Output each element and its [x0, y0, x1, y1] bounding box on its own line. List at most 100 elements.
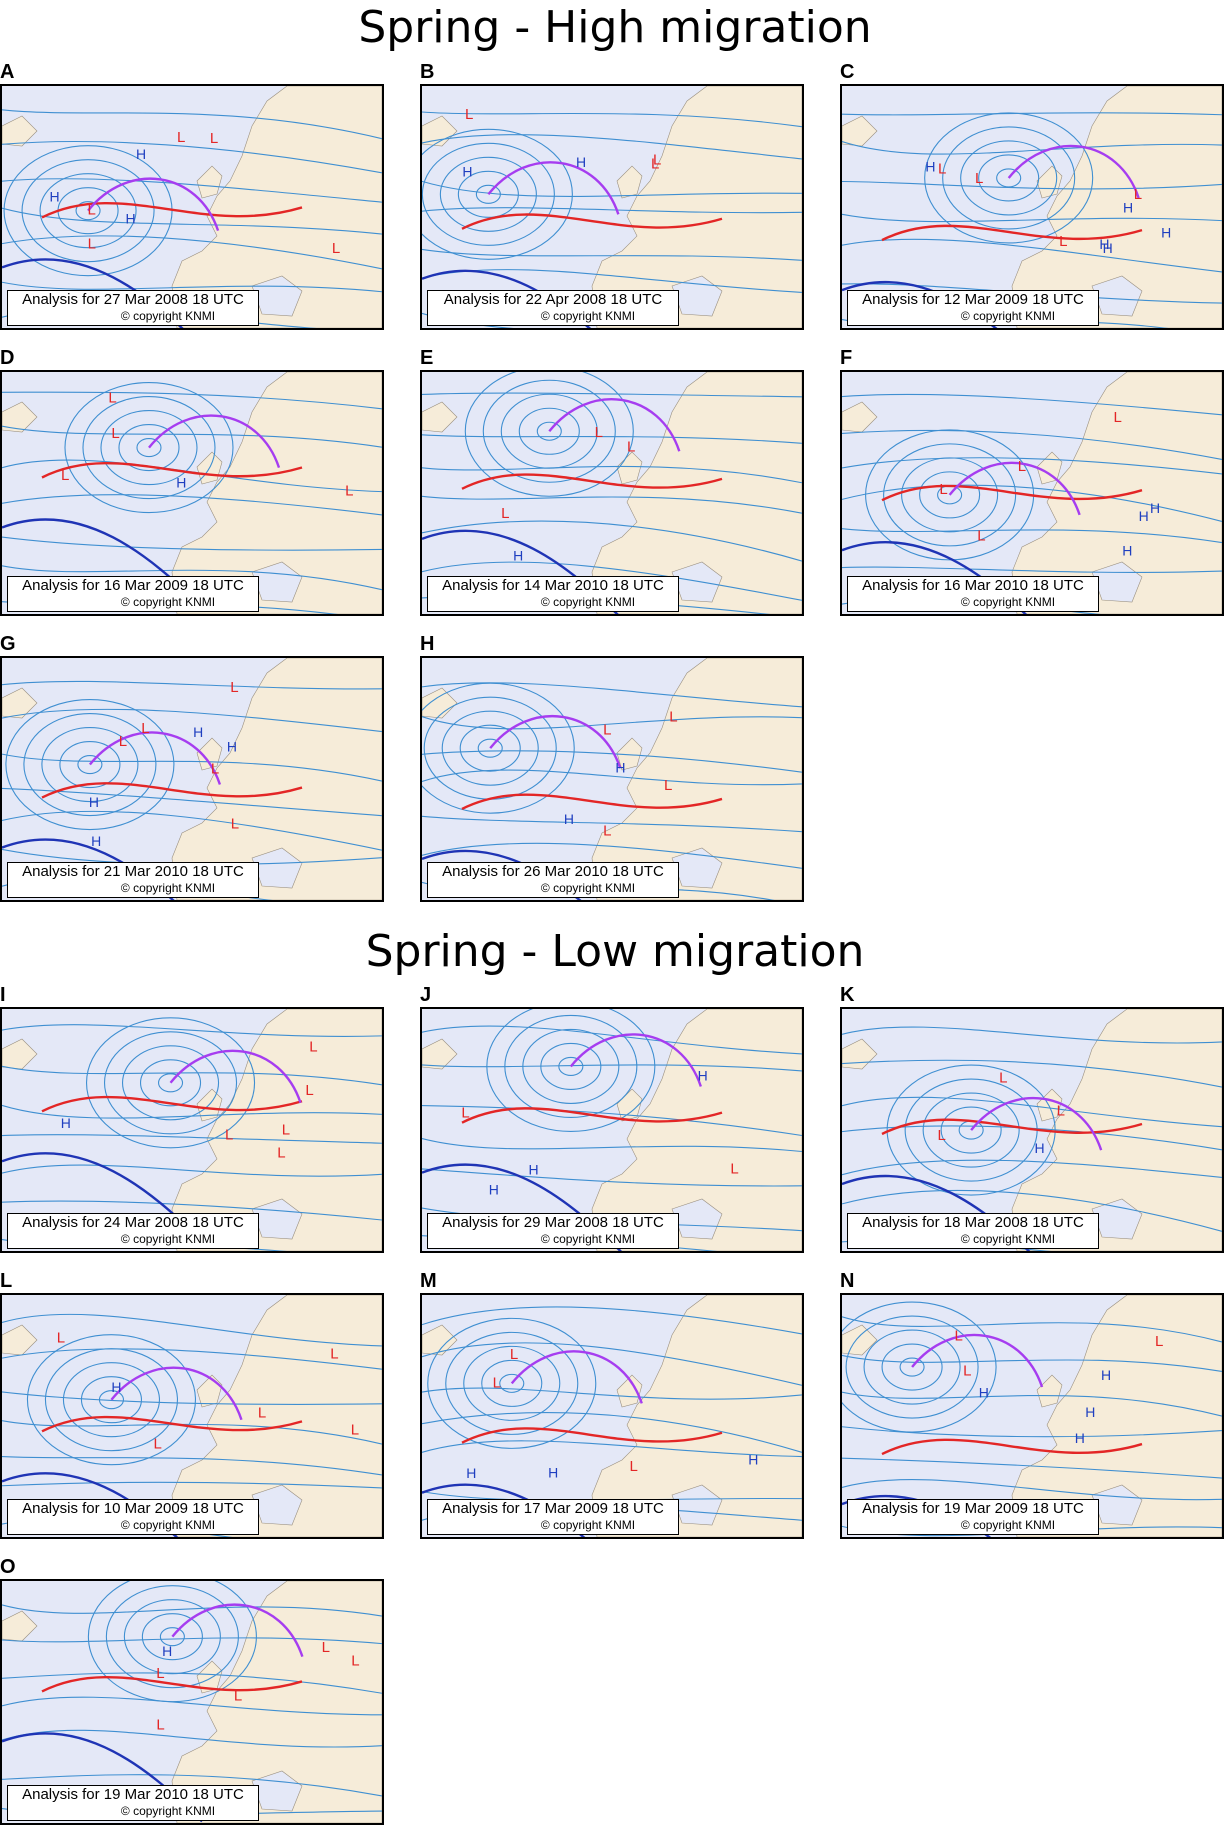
high-pressure-marker: H — [1085, 1404, 1095, 1420]
low-pressure-marker: L — [309, 1039, 317, 1056]
low-pressure-marker: L — [465, 106, 473, 123]
low-pressure-marker: L — [351, 1652, 359, 1669]
land-mass — [1011, 372, 1222, 614]
low-pressure-marker: L — [282, 1122, 290, 1139]
land-mass — [591, 658, 802, 900]
low-pressure-marker: L — [461, 1105, 469, 1122]
low-pressure-marker: L — [938, 160, 946, 177]
map-graphic: HHH LLL — [422, 1295, 802, 1537]
panel-letter: B — [420, 61, 435, 83]
panel-letter: O — [0, 1556, 16, 1578]
synoptic-map: H H L L L L Analysis for 26 Mar 2010 18 UTC © c… — [420, 656, 804, 902]
section-title-high: Spring - High migration — [358, 2, 872, 53]
high-pressure-marker: H — [111, 1379, 121, 1395]
low-pressure-marker: L — [277, 1144, 285, 1161]
low-pressure-marker: L — [510, 1346, 518, 1363]
map-graphic: H H L L L L — [422, 658, 802, 900]
copyright-notice: © copyright KNMI — [540, 309, 636, 323]
low-pressure-marker: L — [603, 722, 611, 739]
copyright-notice: © copyright KNMI — [120, 1804, 216, 1818]
map-panel-j: J H H H L L Analysis for 29 Mar 2008 18 UTC © c… — [420, 985, 804, 1253]
map-panel-h: H H H L L L L Analysis for 26 Mar 2010 18 UTC © … — [420, 634, 804, 902]
copyright-notice: © copyright KNMI — [120, 1518, 216, 1532]
map-panel-m: M H H H L L L Analysis for 17 Mar 2009 18 UTC © … — [420, 1271, 804, 1539]
analysis-caption: Analysis for 16 Mar 2009 18 UTC © copyrig… — [7, 576, 259, 612]
copyright-notice: © copyright KNMI — [540, 1232, 636, 1246]
low-pressure-marker: L — [653, 151, 661, 168]
low-pressure-marker: L — [595, 424, 603, 441]
high-pressure-marker: H — [564, 811, 574, 827]
high-pressure-marker: H — [136, 146, 146, 162]
isobars — [422, 1306, 802, 1521]
high-pressure-marker: H — [1122, 542, 1132, 558]
synoptic-map: H H H H H L L L L Analysis for 12 Mar 2009 18 UTC… — [840, 84, 1224, 330]
synoptic-map: H H H L L Analysis for 29 Mar 2008 18 UTC © co… — [420, 1007, 804, 1253]
analysis-date: Analysis for 19 Mar 2010 18 UTC — [22, 1786, 244, 1803]
analysis-caption: Analysis for 18 Mar 2008 18 UTC © copyrig… — [847, 1213, 1099, 1249]
low-pressure-marker: L — [603, 823, 611, 840]
low-pressure-marker: L — [230, 679, 238, 696]
analysis-date: Analysis for 24 Mar 2008 18 UTC — [22, 1214, 244, 1231]
high-pressure-marker: H — [1035, 1140, 1045, 1156]
synoptic-map: H L L L L L Analysis for 19 Mar 2010 18 UTC © c… — [0, 1579, 384, 1825]
map-graphic: HH LLL — [422, 86, 802, 328]
analysis-date: Analysis for 16 Mar 2009 18 UTC — [22, 577, 244, 594]
low-pressure-marker: L — [156, 1716, 164, 1733]
land-mass — [171, 1009, 382, 1251]
analysis-date: Analysis for 21 Mar 2010 18 UTC — [22, 863, 244, 880]
copyright-notice: © copyright KNMI — [540, 881, 636, 895]
analysis-date: Analysis for 22 Apr 2008 18 UTC — [443, 291, 663, 308]
high-pressure-marker: H — [548, 1464, 558, 1480]
synoptic-map: H H H L L L Analysis for 17 Mar 2009 18 UTC © c… — [420, 1293, 804, 1539]
high-pressure-marker: H — [489, 1182, 499, 1198]
copyright-notice: © copyright KNMI — [960, 1518, 1056, 1532]
high-pressure-marker: H — [162, 1643, 172, 1659]
analysis-date: Analysis for 12 Mar 2009 18 UTC — [862, 291, 1084, 308]
low-pressure-marker: L — [955, 1327, 963, 1344]
synoptic-map: H H H H L L L Analysis for 19 Mar 2009 18 UTC © … — [840, 1293, 1224, 1539]
high-pressure-marker: H — [1075, 1430, 1085, 1446]
panel-letter: D — [0, 347, 15, 369]
analysis-date: Analysis for 14 Mar 2010 18 UTC — [442, 577, 664, 594]
low-pressure-marker: L — [977, 527, 985, 544]
synoptic-map: H H H L L L L L Analysis for 27 Mar 2008 18 UTC ©… — [0, 84, 384, 330]
analysis-caption: Analysis for 16 Mar 2010 18 UTC © copyrig… — [847, 576, 1099, 612]
high-pressure-marker: H — [1101, 1367, 1111, 1383]
analysis-caption: Analysis for 17 Mar 2009 18 UTC © copyrig… — [427, 1499, 679, 1535]
low-pressure-marker: L — [119, 733, 127, 750]
low-pressure-marker: L — [177, 129, 185, 146]
copyright-notice: © copyright KNMI — [960, 309, 1056, 323]
low-pressure-marker: L — [651, 156, 659, 173]
high-pressure-marker: H — [1099, 236, 1109, 252]
analysis-caption: Analysis for 14 Mar 2010 18 UTC © copyrig… — [427, 576, 679, 612]
map-panel-f: F H H H L L L L Analysis for 16 Mar 2010 18 UTC ©… — [840, 348, 1224, 616]
low-pressure-marker: L — [234, 1688, 242, 1705]
low-pressure-marker: L — [939, 481, 947, 498]
copyright-notice: © copyright KNMI — [540, 595, 636, 609]
high-pressure-marker: H — [748, 1452, 758, 1468]
isobars — [422, 372, 802, 614]
map-panel-o: O H L L L L L Analysis for 19 Mar 2010 18 UTC © … — [0, 1556, 384, 1825]
map-panel-d: D H L L L L Analysis for 16 Mar 2009 18 UTC © c… — [0, 347, 384, 616]
panel-letter: K — [840, 984, 855, 1006]
isobars — [2, 1017, 382, 1251]
high-pressure-marker: H — [698, 1068, 708, 1084]
low-pressure-marker: L — [87, 201, 95, 218]
map-graphic: H L L L L L — [2, 1295, 382, 1537]
high-pressure-marker: H — [615, 760, 625, 776]
low-pressure-marker: L — [154, 1436, 162, 1453]
analysis-caption: Analysis for 19 Mar 2010 18 UTC © copyrig… — [7, 1785, 259, 1821]
analysis-date: Analysis for 18 Mar 2008 18 UTC — [862, 1214, 1084, 1231]
high-pressure-marker: H — [61, 1115, 71, 1131]
high-pressure-marker: H — [925, 159, 935, 175]
synoptic-map: H H L L L Analysis for 22 Apr 2008 18 UTC © co… — [420, 84, 804, 330]
isobars — [842, 1026, 1222, 1251]
map-graphic: H H H L L — [422, 1009, 802, 1251]
analysis-caption: Analysis for 12 Mar 2009 18 UTC © copyrig… — [847, 290, 1099, 326]
copyright-notice: © copyright KNMI — [120, 309, 216, 323]
map-panel-e: E H L L L Analysis for 14 Mar 2010 18 UTC © co… — [420, 348, 804, 616]
high-pressure-marker: H — [528, 1162, 538, 1178]
low-pressure-marker: L — [963, 1362, 971, 1379]
section-title-low: Spring - Low migration — [365, 926, 865, 977]
